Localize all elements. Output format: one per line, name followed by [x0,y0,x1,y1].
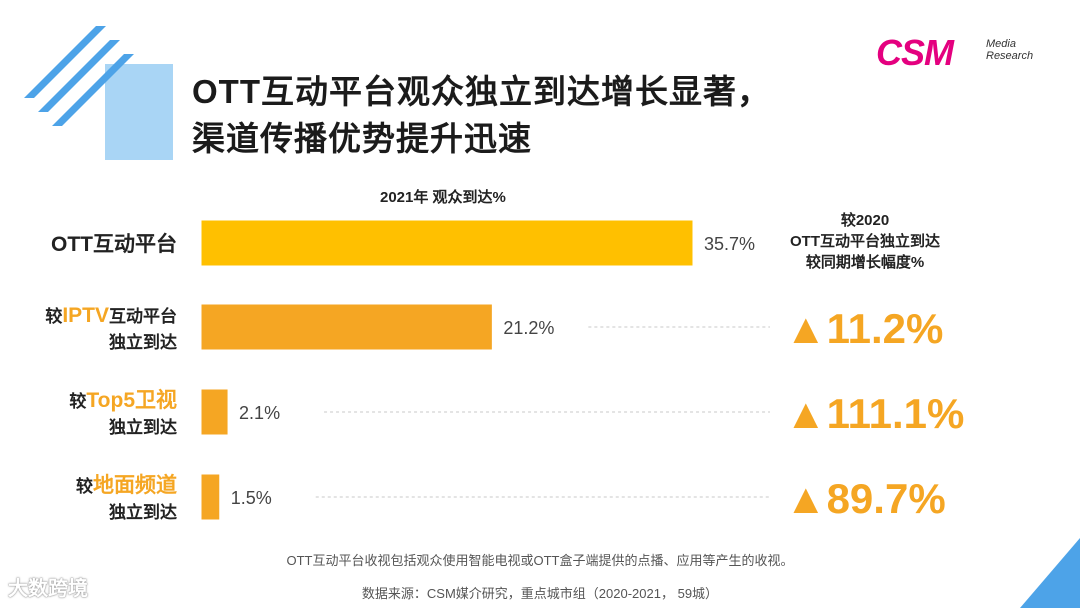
category-label-1: 较IPTV互动平台 [45,304,177,327]
decoration-light-square [105,64,173,160]
growth-label-1: ▲11.2% [785,305,943,352]
decoration-stripe-3 [52,54,134,126]
category-label-0: OTT互动平台 [51,232,177,256]
logo-sub-line-1: Media [986,38,1016,50]
bar-0 [198,217,696,269]
title-line-1: OTT互动平台观众独立到达增长显著， [192,73,771,110]
page-title: OTT互动平台观众独立到达增长显著， 渠道传播优势提升迅速 [192,68,771,162]
bar-1 [198,301,495,353]
decoration-stripe-2 [38,40,120,112]
bar-value-label-2: 2.1% [239,403,280,423]
logo-brand: CSM [876,32,954,73]
bar-3 [198,471,223,523]
category-label-3: 较地面频道 [76,473,177,497]
bar-2 [198,386,231,438]
csm-logo: CSM Media Research [876,32,1046,78]
watermark: 大数跨境 [8,578,88,600]
decoration-stripe-1 [24,26,106,98]
growth-column-header: 较2020 OTT互动平台独立到达 较同期增长幅度% [760,210,970,273]
chart-title: 2021年 观众到达% [380,189,506,206]
growth-header-line-3: 较同期增长幅度% [805,254,925,271]
growth-header-line-1: 较2020 [840,212,890,229]
corner-triangle-decoration [1020,538,1080,608]
category-label-line2-3: 独立到达 [109,502,177,522]
data-source: 数据来源：CSM媒介研究，重点城市组（2020-2021， 59城） [361,586,719,601]
corner-decoration [24,26,173,160]
growth-label-2: ▲111.1% [785,390,964,437]
category-label-line2-2: 独立到达 [109,417,177,437]
logo-subtitle: Media Research [986,38,1033,62]
bar-value-label-0: 35.7% [704,234,755,254]
growth-header-line-2: OTT互动平台独立到达 [790,233,940,250]
category-label-2: 较Top5卫视 [69,388,177,412]
title-line-2: 渠道传播优势提升迅速 [192,120,532,157]
bar-value-label-3: 1.5% [231,488,272,508]
bar-value-label-1: 21.2% [503,318,554,338]
category-label-line2-1: 独立到达 [109,332,177,352]
footnote: OTT互动平台收视包括观众使用智能电视或OTT盒子端提供的点播、应用等产生的收视… [286,553,794,568]
logo-sub-line-2: Research [986,50,1034,62]
growth-label-3: ▲89.7% [785,475,946,522]
